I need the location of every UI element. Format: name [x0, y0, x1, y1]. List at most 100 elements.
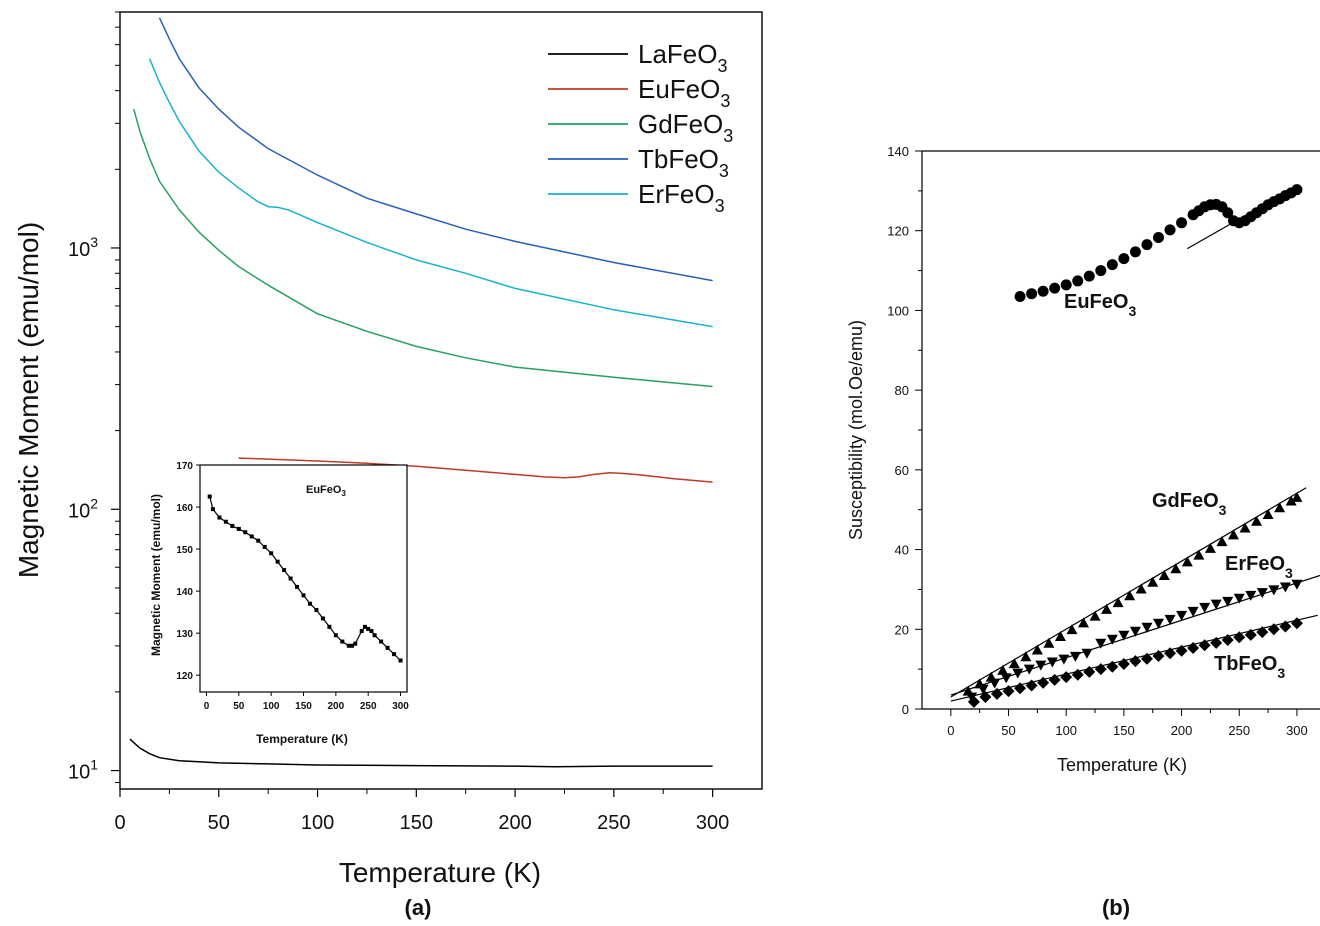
x-tick-label: 50 [208, 812, 230, 834]
data-point-diamond [1060, 671, 1073, 684]
inset-x-tick-label: 300 [392, 701, 409, 712]
data-point-circle [1049, 282, 1061, 294]
x-tick-label: 100 [1055, 723, 1077, 738]
y-tick-label: 120 [887, 224, 909, 239]
inset-data-point [392, 652, 397, 657]
y-tick-label: 0 [902, 702, 909, 717]
inset-data-point [210, 507, 215, 512]
inset-x-axis-label: Temperature (K) [256, 732, 348, 746]
data-point-circle [1129, 246, 1141, 258]
inset-data-point [288, 576, 293, 581]
inset-data-point [256, 538, 261, 543]
x-tick-label: 200 [1171, 723, 1193, 738]
data-point-triangle-down [1129, 626, 1141, 637]
inset-data-point [217, 515, 222, 520]
data-point-triangle-down [1012, 668, 1024, 679]
inset-data-point [269, 551, 274, 556]
x-tick-label: 150 [1113, 723, 1135, 738]
data-point-triangle-down [1141, 622, 1153, 633]
inset-data-point [295, 584, 300, 589]
series-line-tbfeo3 [158, 17, 713, 282]
data-point-triangle-up [1216, 536, 1228, 547]
data-point-diamond [967, 695, 980, 708]
data-point-diamond [1071, 668, 1084, 681]
data-point-triangle-down [1222, 596, 1234, 607]
inset-data-point [314, 608, 319, 613]
data-point-circle [1106, 259, 1118, 271]
inset-data-point [236, 526, 241, 531]
data-point-triangle-up [1031, 644, 1043, 655]
data-point-triangle-down [1081, 648, 1093, 659]
data-point-triangle-up [1020, 651, 1032, 662]
y-tick-label: 102 [68, 495, 98, 522]
x-tick-label: 50 [1001, 723, 1015, 738]
series-line-eufeo3 [238, 457, 713, 483]
legend-label: LaFeO3 [638, 39, 728, 76]
panel-a-y-ticks: 101 102 103 [68, 11, 120, 784]
data-point-triangle-up [1227, 529, 1239, 540]
data-point-triangle-down [1291, 579, 1303, 590]
y-tick-label: 101 [68, 757, 98, 784]
legend-label: TbFeO3 [638, 144, 729, 181]
data-point-triangle-up [1008, 658, 1020, 669]
data-point-diamond [979, 691, 992, 704]
data-point-diamond [1083, 665, 1096, 678]
data-point-triangle-up [1124, 590, 1136, 601]
inset-y-ticks: 120 130 140 150 160 170 [176, 461, 200, 682]
data-point-diamond [1233, 631, 1246, 644]
panel-b-caption: (b) [1102, 895, 1130, 920]
y-tick-label: 40 [895, 543, 909, 558]
data-point-diamond [1244, 628, 1257, 641]
inset-data-point [362, 624, 367, 629]
inset-y-tick-label: 150 [176, 545, 193, 556]
data-point-circle [1118, 253, 1130, 265]
data-point-triangle-up [1112, 597, 1124, 608]
data-point-diamond [1002, 685, 1015, 698]
inset-data-point [262, 544, 267, 549]
inset-data-point [353, 641, 358, 646]
data-point-diamond [1014, 682, 1027, 695]
series-line-gdfeo3 [133, 108, 713, 388]
inset-data-point [398, 658, 403, 663]
inset-y-tick-label: 140 [176, 587, 193, 598]
data-point-diamond [1175, 644, 1188, 657]
inset-data-point [366, 626, 371, 631]
data-point-circle [1152, 231, 1164, 243]
inset-data-point [333, 633, 338, 638]
inset-x-tick-label: 150 [295, 701, 312, 712]
data-point-triangle-down [1152, 618, 1164, 629]
series-line-erfeo3 [148, 58, 713, 328]
inset-data-point [372, 633, 377, 638]
panel-a-series-lines [129, 17, 713, 768]
data-point-triangle-up [1251, 515, 1263, 526]
data-point-diamond [1094, 663, 1107, 676]
data-point-diamond [1267, 623, 1280, 636]
data-point-diamond [1290, 617, 1303, 630]
data-point-diamond [1152, 649, 1165, 662]
inset-data-point [275, 559, 280, 564]
y-tick-label: 20 [895, 622, 909, 637]
data-point-triangle-down [1164, 614, 1176, 625]
panel-a-plot-frame [119, 11, 763, 790]
inset-data-point [346, 643, 351, 648]
inset-data-point [385, 645, 390, 650]
inset-data-point [207, 494, 212, 499]
label-gdfeo3: GdFeO3 [1152, 490, 1227, 518]
data-point-diamond [1025, 679, 1038, 692]
x-tick-label: 250 [597, 812, 630, 834]
data-point-triangle-up [1078, 617, 1090, 628]
data-point-triangle-down [1176, 610, 1188, 621]
data-point-triangle-up [1170, 563, 1182, 574]
data-point-triangle-down [1256, 588, 1268, 599]
x-tick-label: 250 [1228, 723, 1250, 738]
inset-data-point [307, 601, 312, 606]
data-point-circle [1095, 265, 1107, 277]
data-point-triangle-up [1274, 502, 1286, 513]
data-point-triangle-up [1239, 522, 1251, 533]
data-point-triangle-up [1193, 549, 1205, 560]
data-point-circle [1222, 207, 1234, 219]
data-point-triangle-up [1285, 495, 1297, 506]
inset-title: EuFeO3 [306, 484, 346, 498]
data-point-circle [1141, 239, 1153, 251]
